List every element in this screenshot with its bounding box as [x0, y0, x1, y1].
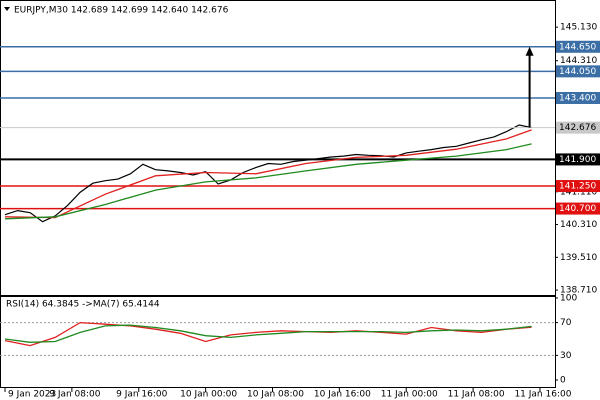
level-label-box — [556, 180, 600, 193]
series-line — [4, 321, 532, 347]
level-label-box — [556, 40, 600, 53]
last-price-box — [556, 121, 600, 134]
x-tick-label: 9 Jan 16:00 — [116, 390, 168, 400]
y-tick-label: 145.130 — [560, 23, 597, 33]
series-line — [4, 124, 532, 223]
y-tick-label: 144.310 — [560, 56, 597, 66]
last-price-label: 142.676 — [559, 123, 596, 133]
y-tick-label: 138.710 — [560, 286, 597, 296]
level-label-box — [556, 65, 600, 78]
y-tick-label: 139.510 — [560, 253, 597, 263]
menu-icon — [4, 7, 10, 11]
level-label: 141.250 — [559, 182, 596, 192]
x-tick-label: 10 Jan 16:00 — [314, 390, 371, 400]
y-tick-label: 70 — [560, 318, 572, 328]
level-label: 140.700 — [559, 204, 596, 214]
rsi-frame — [0, 296, 556, 388]
series-line — [4, 129, 532, 219]
x-tick-label: 11 Jan 08:00 — [448, 390, 505, 400]
x-tick-label: 11 Jan 00:00 — [381, 390, 438, 400]
y-tick-label: 141.110 — [560, 187, 597, 197]
series-line — [4, 324, 532, 343]
level-label: 144.050 — [559, 67, 596, 77]
main-frame — [0, 0, 556, 296]
rsi-title: RSI(14) 64.3845 ->MA(7) 65.4144 — [6, 300, 160, 310]
y-tick-label: 140.310 — [560, 220, 597, 230]
level-label-box — [556, 202, 600, 215]
x-tick-label: 10 Jan 00:00 — [180, 390, 237, 400]
target-arrowhead — [525, 46, 534, 56]
level-label: 143.400 — [559, 93, 596, 103]
x-tick-label: 9 Jan 08:00 — [49, 390, 101, 400]
level-label: 144.650 — [559, 42, 596, 52]
x-tick-label: 9 Jan 2023 — [8, 390, 56, 400]
level-label-box — [556, 153, 600, 166]
y-tick-label: 0 — [560, 376, 566, 386]
x-tick-label: 11 Jan 16:00 — [514, 390, 571, 400]
y-tick-label: 100 — [560, 294, 577, 304]
chart-title: EURJPY,M30 142.689 142.699 142.640 142.6… — [14, 6, 229, 16]
series-line — [4, 143, 532, 220]
level-label-box — [556, 91, 600, 104]
level-label: 141.900 — [559, 155, 596, 165]
y-tick-label: 30 — [560, 351, 572, 361]
x-tick-label: 10 Jan 08:00 — [247, 390, 304, 400]
